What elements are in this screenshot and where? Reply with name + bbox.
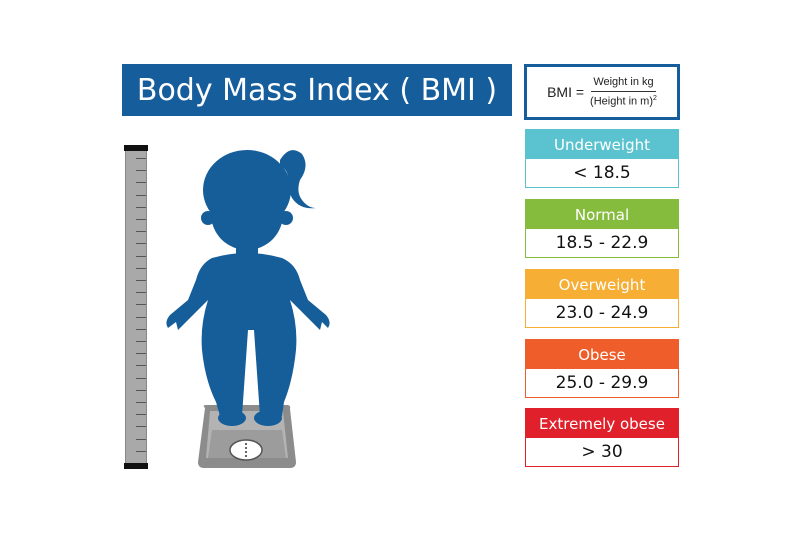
ruler-tick (136, 280, 146, 281)
formula-exponent: 2 (653, 95, 657, 103)
category-label: Normal (526, 200, 678, 229)
ruler-tick (136, 389, 146, 391)
ruler-tick (136, 243, 146, 245)
ruler-tick (136, 316, 146, 318)
title-banner: Body Mass Index ( BMI ) (122, 64, 512, 116)
category-range: > 30 (581, 442, 623, 462)
category-range: < 18.5 (573, 163, 631, 183)
category-range: 23.0 - 24.9 (555, 303, 649, 323)
category-label: Obese (526, 340, 678, 369)
ruler-tick (136, 219, 146, 220)
ruler-tick (136, 304, 146, 306)
ruler-tick (136, 450, 146, 452)
ruler-tick (136, 267, 146, 269)
category-overweight: Overweight 23.0 - 24.9 (525, 269, 679, 328)
page-title: Body Mass Index ( BMI ) (136, 72, 498, 108)
ruler-tick (136, 194, 146, 196)
ruler-tick (136, 328, 146, 330)
ruler-tick (136, 170, 146, 172)
height-ruler-icon (124, 145, 148, 469)
ruler-tick (136, 377, 146, 379)
ruler-tick (136, 158, 146, 159)
bmi-formula: BMI = Weight in kg (Height in m)2 (524, 64, 680, 120)
ruler-tick (136, 426, 146, 428)
ruler-tick (136, 438, 146, 440)
formula-denominator: (Height in m) (590, 95, 654, 108)
ruler-tick (136, 402, 146, 403)
formula-lhs: BMI = (547, 84, 585, 100)
girl-on-scale-illustration (166, 150, 330, 468)
formula-denominator-wrap: (Height in m)2 (590, 92, 657, 108)
category-range: 18.5 - 22.9 (555, 233, 649, 253)
category-underweight: Underweight < 18.5 (525, 129, 679, 188)
formula-fraction: Weight in kg (Height in m)2 (590, 76, 657, 108)
ruler-bottom-cap (124, 463, 148, 469)
ruler-tick (136, 206, 146, 208)
category-range: 25.0 - 29.9 (555, 373, 649, 393)
ruler-tick (136, 231, 146, 233)
category-normal: Normal 18.5 - 22.9 (525, 199, 679, 258)
category-label: Overweight (526, 270, 678, 299)
category-label: Underweight (526, 130, 678, 159)
ruler-tick (136, 414, 146, 416)
ruler-tick (136, 341, 146, 342)
ruler-tick (136, 255, 146, 257)
formula-numerator: Weight in kg (591, 76, 656, 93)
ruler-tick (136, 365, 146, 367)
ruler-tick (136, 353, 146, 355)
ruler-top-cap (124, 145, 148, 151)
category-label: Extremely obese (526, 409, 678, 438)
category-obese: Obese 25.0 - 29.9 (525, 339, 679, 398)
girl-silhouette-icon (166, 150, 330, 426)
category-extremely-obese: Extremely obese > 30 (525, 408, 679, 467)
ruler-tick (136, 182, 146, 184)
ruler-tick (136, 292, 146, 294)
